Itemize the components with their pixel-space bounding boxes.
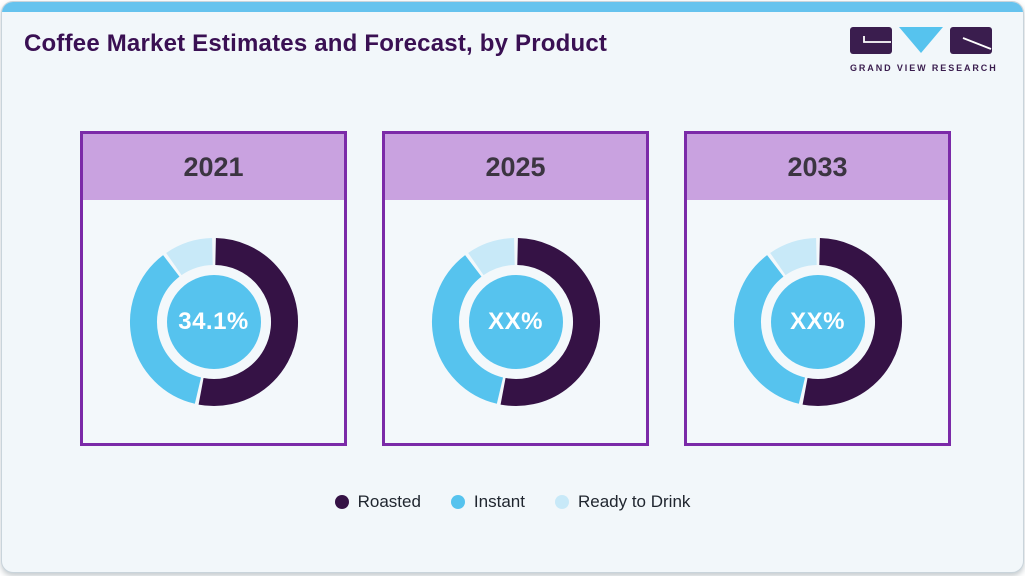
donut-segment-roasted — [802, 237, 902, 406]
donut-segment-instant — [733, 254, 806, 404]
legend-item-roasted: Roasted — [334, 492, 421, 512]
donut-center-circle — [166, 274, 261, 369]
donut-segment-ready-to-drink — [165, 237, 213, 275]
donut-chart-2025: XX% — [426, 232, 606, 412]
year-card-2033: 2033 XX% — [684, 131, 951, 446]
legend-item-ready-to-drink: Ready to Drink — [554, 492, 691, 512]
logo-v-triangle — [899, 27, 943, 53]
logo-g-mark — [863, 36, 891, 43]
donut-segment-instant — [129, 254, 202, 404]
donut-center-circle — [468, 274, 563, 369]
card-body-2025: XX% — [385, 200, 646, 443]
donut-center-label-2021: 34.1% — [178, 307, 249, 335]
legend-label-roasted: Roasted — [357, 492, 421, 511]
donut-segment-roasted — [500, 237, 600, 406]
donut-segment-ready-to-drink — [769, 237, 817, 275]
legend-label-ready-to-drink: Ready to Drink — [577, 492, 691, 511]
card-year-header-2033: 2033 — [687, 134, 948, 200]
donut-segment-ready-to-drink — [467, 237, 515, 275]
donut-segment-instant — [431, 254, 504, 404]
donut-center-label-2025: XX% — [488, 307, 543, 335]
gvr-logo-mark — [850, 27, 992, 54]
legend-dot-ready-to-drink — [554, 495, 569, 509]
card-body-2021: 34.1% — [83, 200, 344, 443]
gvr-logo: GRAND VIEW RESEARCH — [850, 26, 998, 73]
chart-legend: Roasted Instant Ready to Drink — [2, 492, 1023, 512]
top-accent-bar — [2, 2, 1023, 12]
year-card-2025: 2025 XX% — [382, 131, 649, 446]
donut-center-circle — [770, 274, 865, 369]
legend-item-instant: Instant — [450, 492, 525, 512]
year-card-2021: 2021 34.1% — [80, 131, 347, 446]
logo-r-mark — [962, 37, 992, 50]
legend-dot-instant — [450, 495, 465, 509]
page-title: Coffee Market Estimates and Forecast, by… — [24, 30, 608, 57]
donut-chart-2021: 34.1% — [124, 232, 304, 412]
legend-dot-roasted — [334, 495, 349, 509]
card-body-2033: XX% — [687, 200, 948, 443]
year-cards-row: 2021 34.1% 2025 XX% 2033 — [80, 131, 951, 446]
gvr-logo-text: GRAND VIEW RESEARCH — [850, 63, 998, 73]
card-year-header-2025: 2025 — [385, 134, 646, 200]
donut-center-label-2033: XX% — [790, 307, 845, 335]
donut-chart-2033: XX% — [728, 232, 908, 412]
donut-segment-roasted — [198, 237, 298, 406]
card-year-header-2021: 2021 — [83, 134, 344, 200]
legend-label-instant: Instant — [473, 492, 525, 511]
logo-g-block — [850, 27, 892, 54]
